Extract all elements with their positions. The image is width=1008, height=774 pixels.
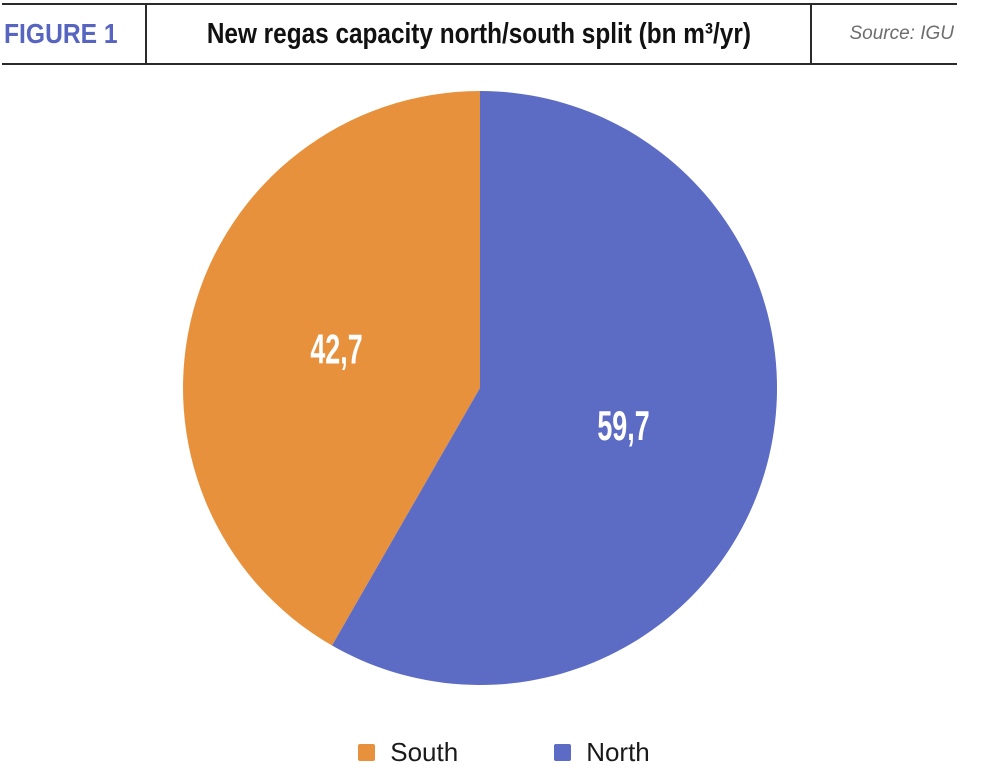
slice-value-label-south: 42,7 (310, 326, 362, 372)
chart-legend: South North (0, 736, 1008, 768)
pie-slice-north (332, 90, 778, 685)
legend-item-north: North (554, 739, 650, 765)
legend-label-north: North (586, 737, 650, 767)
figure-title-cell: New regas capacity north/south split (bn… (145, 5, 812, 63)
figure-header: FIGURE 1 New regas capacity north/south … (2, 3, 957, 65)
legend-item-south: South (358, 739, 458, 765)
figure-number-label: FIGURE 1 (4, 18, 118, 49)
legend-swatch-south (358, 743, 376, 761)
chart-title: New regas capacity north/south split (bn… (206, 17, 751, 50)
figure-number-cell: FIGURE 1 (2, 5, 145, 63)
source-label: Source: IGU (849, 23, 954, 44)
legend-swatch-north (554, 743, 572, 761)
figure-source-cell: Source: IGU (812, 5, 955, 63)
slice-value-label-north: 59,7 (597, 403, 649, 449)
legend-label-south: South (390, 737, 459, 767)
pie-slice-south (183, 91, 480, 646)
